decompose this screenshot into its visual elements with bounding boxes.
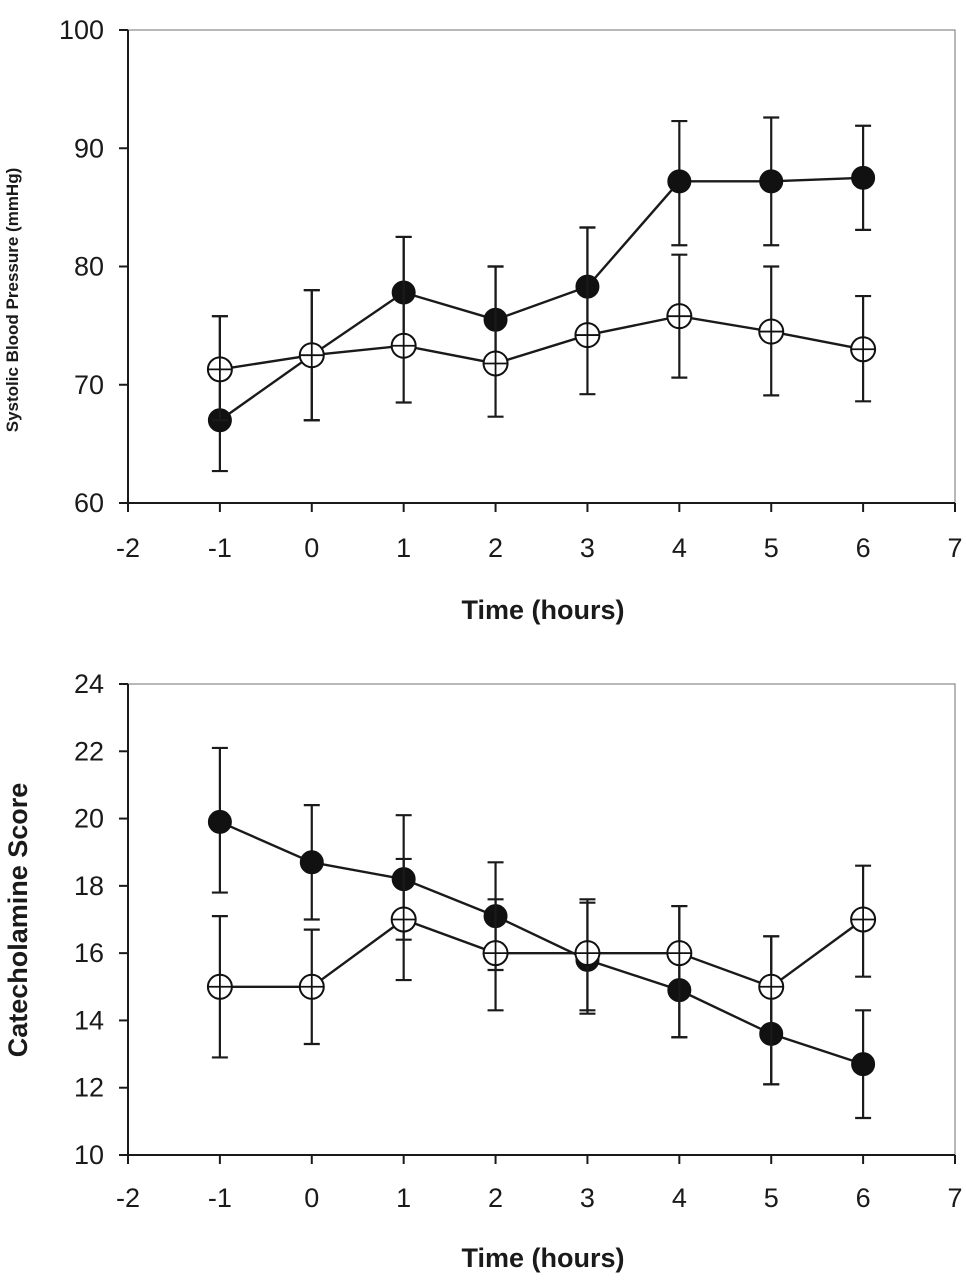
x-tick-label: -1 (208, 1183, 232, 1213)
data-point (667, 169, 692, 194)
x-tick-label: -2 (116, 533, 140, 563)
series-filled-circle (207, 746, 876, 1120)
data-point (482, 940, 509, 967)
x-tick-label: 2 (488, 1183, 503, 1213)
x-tick-label: 3 (580, 1183, 595, 1213)
x-axis-title: Time (hours) (461, 595, 624, 625)
y-tick-label: 100 (59, 15, 104, 45)
x-tick-label: 7 (947, 1183, 962, 1213)
systolic-bp-chart: Systolic Blood Pressure (mmHg) Time (hou… (3, 15, 963, 625)
data-point (298, 973, 325, 1000)
y-tick-label: 16 (74, 938, 104, 968)
y-tick-label: 70 (74, 370, 104, 400)
x-tick-label: 3 (580, 533, 595, 563)
data-point (574, 940, 601, 967)
series-open-circle (206, 857, 877, 1086)
series-line (219, 176, 864, 422)
series-filled-circle (207, 116, 876, 473)
x-tick-label: 4 (672, 1183, 687, 1213)
x-tick-label: 7 (947, 533, 962, 563)
data-point (850, 336, 877, 363)
catecholamine-chart: Catecholamine Score Time (hours) 1012141… (3, 669, 963, 1273)
y-tick-label: 14 (74, 1005, 104, 1035)
x-tick-label: -2 (116, 1183, 140, 1213)
y-tick-label: 12 (74, 1073, 104, 1103)
data-point (299, 850, 324, 875)
x-tick-label: 1 (396, 1183, 411, 1213)
series-line (219, 314, 864, 371)
y-tick-label: 10 (74, 1140, 104, 1170)
x-tick-label: 0 (304, 533, 319, 563)
data-point (206, 973, 233, 1000)
plot-frame (127, 29, 956, 504)
x-tick-label: 0 (304, 1183, 319, 1213)
x-axis-title: Time (hours) (461, 1243, 624, 1273)
x-tick-label: 5 (764, 1183, 779, 1213)
data-point (758, 973, 785, 1000)
data-point (390, 332, 417, 359)
data-point (206, 356, 233, 383)
y-axis-title: Catecholamine Score (3, 783, 33, 1058)
data-point (207, 809, 232, 834)
y-tick-label: 20 (74, 804, 104, 834)
data-point (574, 322, 601, 349)
data-point (850, 906, 877, 933)
data-point (759, 169, 784, 194)
x-tick-label: 2 (488, 533, 503, 563)
y-tick-label: 22 (74, 736, 104, 766)
data-point (482, 350, 509, 377)
data-point (666, 303, 693, 330)
data-point (758, 318, 785, 345)
x-tick-label: 4 (672, 533, 687, 563)
series-open-circle (206, 226, 877, 422)
y-axis-title: Systolic Blood Pressure (mmHg) (3, 168, 22, 433)
x-tick-label: -1 (208, 533, 232, 563)
series-line (219, 820, 864, 1066)
data-point (390, 906, 417, 933)
y-tick-label: 60 (74, 488, 104, 518)
series-line (219, 918, 864, 989)
y-tick-label: 80 (74, 252, 104, 282)
y-tick-label: 24 (74, 669, 104, 699)
y-tick-label: 90 (74, 133, 104, 163)
x-tick-label: 1 (396, 533, 411, 563)
y-tick-label: 18 (74, 871, 104, 901)
plot-frame (127, 683, 956, 1156)
x-tick-label: 5 (764, 533, 779, 563)
x-tick-label: 6 (856, 1183, 871, 1213)
data-point (298, 342, 325, 369)
x-tick-label: 6 (856, 533, 871, 563)
data-point (851, 1052, 876, 1077)
data-point (851, 165, 876, 190)
data-point (666, 940, 693, 967)
